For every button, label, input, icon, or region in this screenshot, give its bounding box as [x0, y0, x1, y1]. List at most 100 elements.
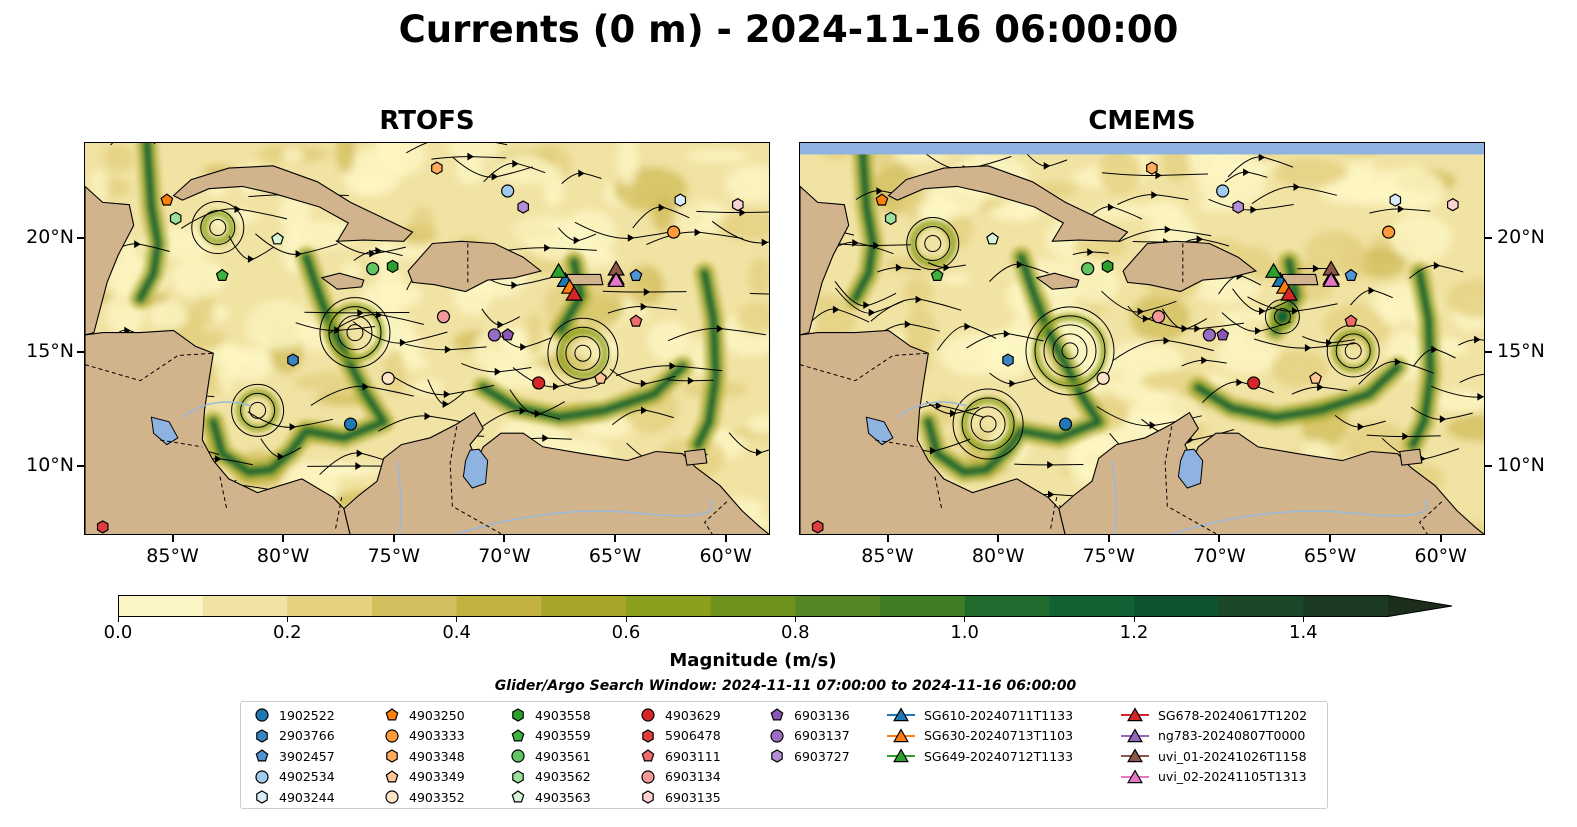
legend-marker-icon: [255, 749, 269, 762]
marker-5906478[interactable]: [96, 520, 109, 534]
legend-item-label: 4903562: [535, 769, 591, 784]
marker-6903727[interactable]: [517, 200, 529, 214]
marker-3902457[interactable]: [629, 268, 643, 281]
marker-4903244[interactable]: [674, 193, 687, 207]
marker-uvi_02-20241105T1313[interactable]: [1322, 271, 1340, 287]
marker-6903137[interactable]: [487, 328, 501, 342]
colorbar-tick-mark: [286, 617, 288, 622]
legend-item: 4903558: [509, 706, 591, 724]
marker-uvi_02-20241105T1313[interactable]: [607, 271, 625, 287]
marker-4903333[interactable]: [667, 225, 681, 239]
marker-4903333[interactable]: [1382, 225, 1396, 239]
marker-SG678-20240617T1202[interactable]: [1280, 285, 1298, 301]
legend-item-label: SG649-20240712T1133: [924, 748, 1074, 764]
legend-marker-icon: [642, 790, 654, 804]
legend-item: 1902522: [253, 706, 335, 724]
marker-4903561[interactable]: [366, 262, 380, 276]
legend-item-label: 2903766: [279, 728, 335, 743]
legend-item: 6903135: [639, 788, 721, 806]
legend-item: 4903348: [383, 747, 465, 765]
marker-4903250[interactable]: [875, 193, 889, 206]
marker-4903561[interactable]: [1081, 262, 1095, 276]
legend-item-label: 4903559: [535, 728, 591, 743]
marker-SG649-20240712T1133[interactable]: [1264, 262, 1283, 278]
marker-6903136[interactable]: [501, 328, 515, 341]
marker-6903727[interactable]: [1232, 200, 1244, 214]
marker-4902534[interactable]: [501, 184, 515, 198]
marker-4903563[interactable]: [986, 232, 999, 245]
y-tick-label-right: 10°N: [1497, 454, 1545, 477]
marker-6903136[interactable]: [1216, 328, 1230, 341]
legend-marker-icon: [255, 769, 269, 784]
marker-4903349[interactable]: [1309, 371, 1323, 384]
marker-4903348[interactable]: [1146, 161, 1158, 175]
legend-marker-icon: [1121, 727, 1149, 742]
map-panel-cmems[interactable]: [799, 142, 1485, 535]
legend-marker-icon: [770, 728, 784, 743]
legend-item-label: 4903250: [409, 707, 465, 723]
legend-item-label: 6903111: [665, 748, 721, 764]
marker-2903766[interactable]: [287, 353, 299, 367]
marker-SG649-20240712T1133[interactable]: [549, 262, 568, 278]
y-tick-mark: [1485, 351, 1492, 354]
marker-4903559[interactable]: [215, 268, 229, 281]
marker-4903348[interactable]: [431, 161, 443, 175]
colorbar-segment: [964, 595, 1050, 617]
marker-6903135[interactable]: [1446, 198, 1459, 212]
marker-4903352[interactable]: [381, 371, 395, 385]
y-tick-label-left: 10°N: [26, 454, 74, 477]
legend-item-label: 3902457: [279, 748, 335, 764]
marker-4903629[interactable]: [1247, 376, 1261, 390]
marker-4903629[interactable]: [532, 376, 546, 390]
legend-item: 6903134: [639, 768, 721, 786]
marker-4903244[interactable]: [1389, 193, 1402, 207]
marker-5906478[interactable]: [811, 520, 824, 534]
x-tick-mark: [503, 535, 506, 542]
marker-6903134[interactable]: [436, 310, 451, 324]
legend-item: SG649-20240712T1133: [886, 747, 1073, 765]
marker-1902522[interactable]: [343, 417, 358, 431]
marker-4903559[interactable]: [930, 268, 944, 281]
map-panel-rtofs[interactable]: [84, 142, 770, 535]
marker-6903111[interactable]: [1344, 314, 1358, 327]
x-tick-mark: [614, 535, 617, 542]
marker-4903352[interactable]: [1096, 371, 1110, 385]
marker-SG678-20240617T1202[interactable]: [565, 285, 583, 301]
legend: 1902522 2903766 3902457 4902534 4903244 49032…: [240, 701, 1328, 809]
legend-item-label: SG678-20240617T1202: [1158, 707, 1308, 723]
legend-item-label: 4903629: [665, 707, 721, 723]
marker-4903563[interactable]: [271, 232, 284, 245]
marker-6903137[interactable]: [1202, 328, 1216, 342]
marker-4902534[interactable]: [1216, 184, 1230, 198]
marker-1902522[interactable]: [1058, 417, 1073, 431]
legend-item-label: 4903563: [535, 789, 591, 805]
marker-3902457[interactable]: [1344, 268, 1358, 281]
legend-item-label: 5906478: [665, 728, 721, 743]
colorbar-tick-label: 1.2: [1119, 622, 1149, 643]
colorbar-tick-mark: [794, 617, 796, 622]
legend-marker-icon: [511, 728, 525, 741]
marker-4903349[interactable]: [594, 371, 608, 384]
x-tick-label: 80°W: [971, 545, 1025, 567]
colorbar-tick-label: 1.0: [950, 622, 979, 643]
y-tick-mark: [1485, 236, 1492, 239]
legend-item-label: 4903349: [409, 769, 465, 784]
marker-2903766[interactable]: [1002, 353, 1014, 367]
marker-6903135[interactable]: [731, 198, 744, 212]
legend-marker-icon: [771, 749, 783, 763]
legend-marker-icon: [1121, 768, 1149, 783]
colorbar-segment: [1218, 595, 1304, 617]
y-tick-label-left: 20°N: [26, 225, 74, 248]
marker-4903562[interactable]: [884, 211, 897, 226]
x-tick-mark: [1107, 535, 1110, 542]
marker-4903558[interactable]: [1101, 259, 1114, 274]
colorbar: [118, 595, 1453, 617]
marker-6903111[interactable]: [629, 314, 643, 327]
marker-4903558[interactable]: [386, 259, 399, 274]
colorbar-label: Magnitude (m/s): [669, 650, 837, 671]
marker-6903134[interactable]: [1151, 310, 1166, 324]
marker-4903562[interactable]: [169, 211, 182, 226]
colorbar-gradient: [118, 595, 1453, 617]
marker-4903250[interactable]: [160, 193, 174, 206]
legend-item-label: 4902534: [279, 769, 335, 784]
